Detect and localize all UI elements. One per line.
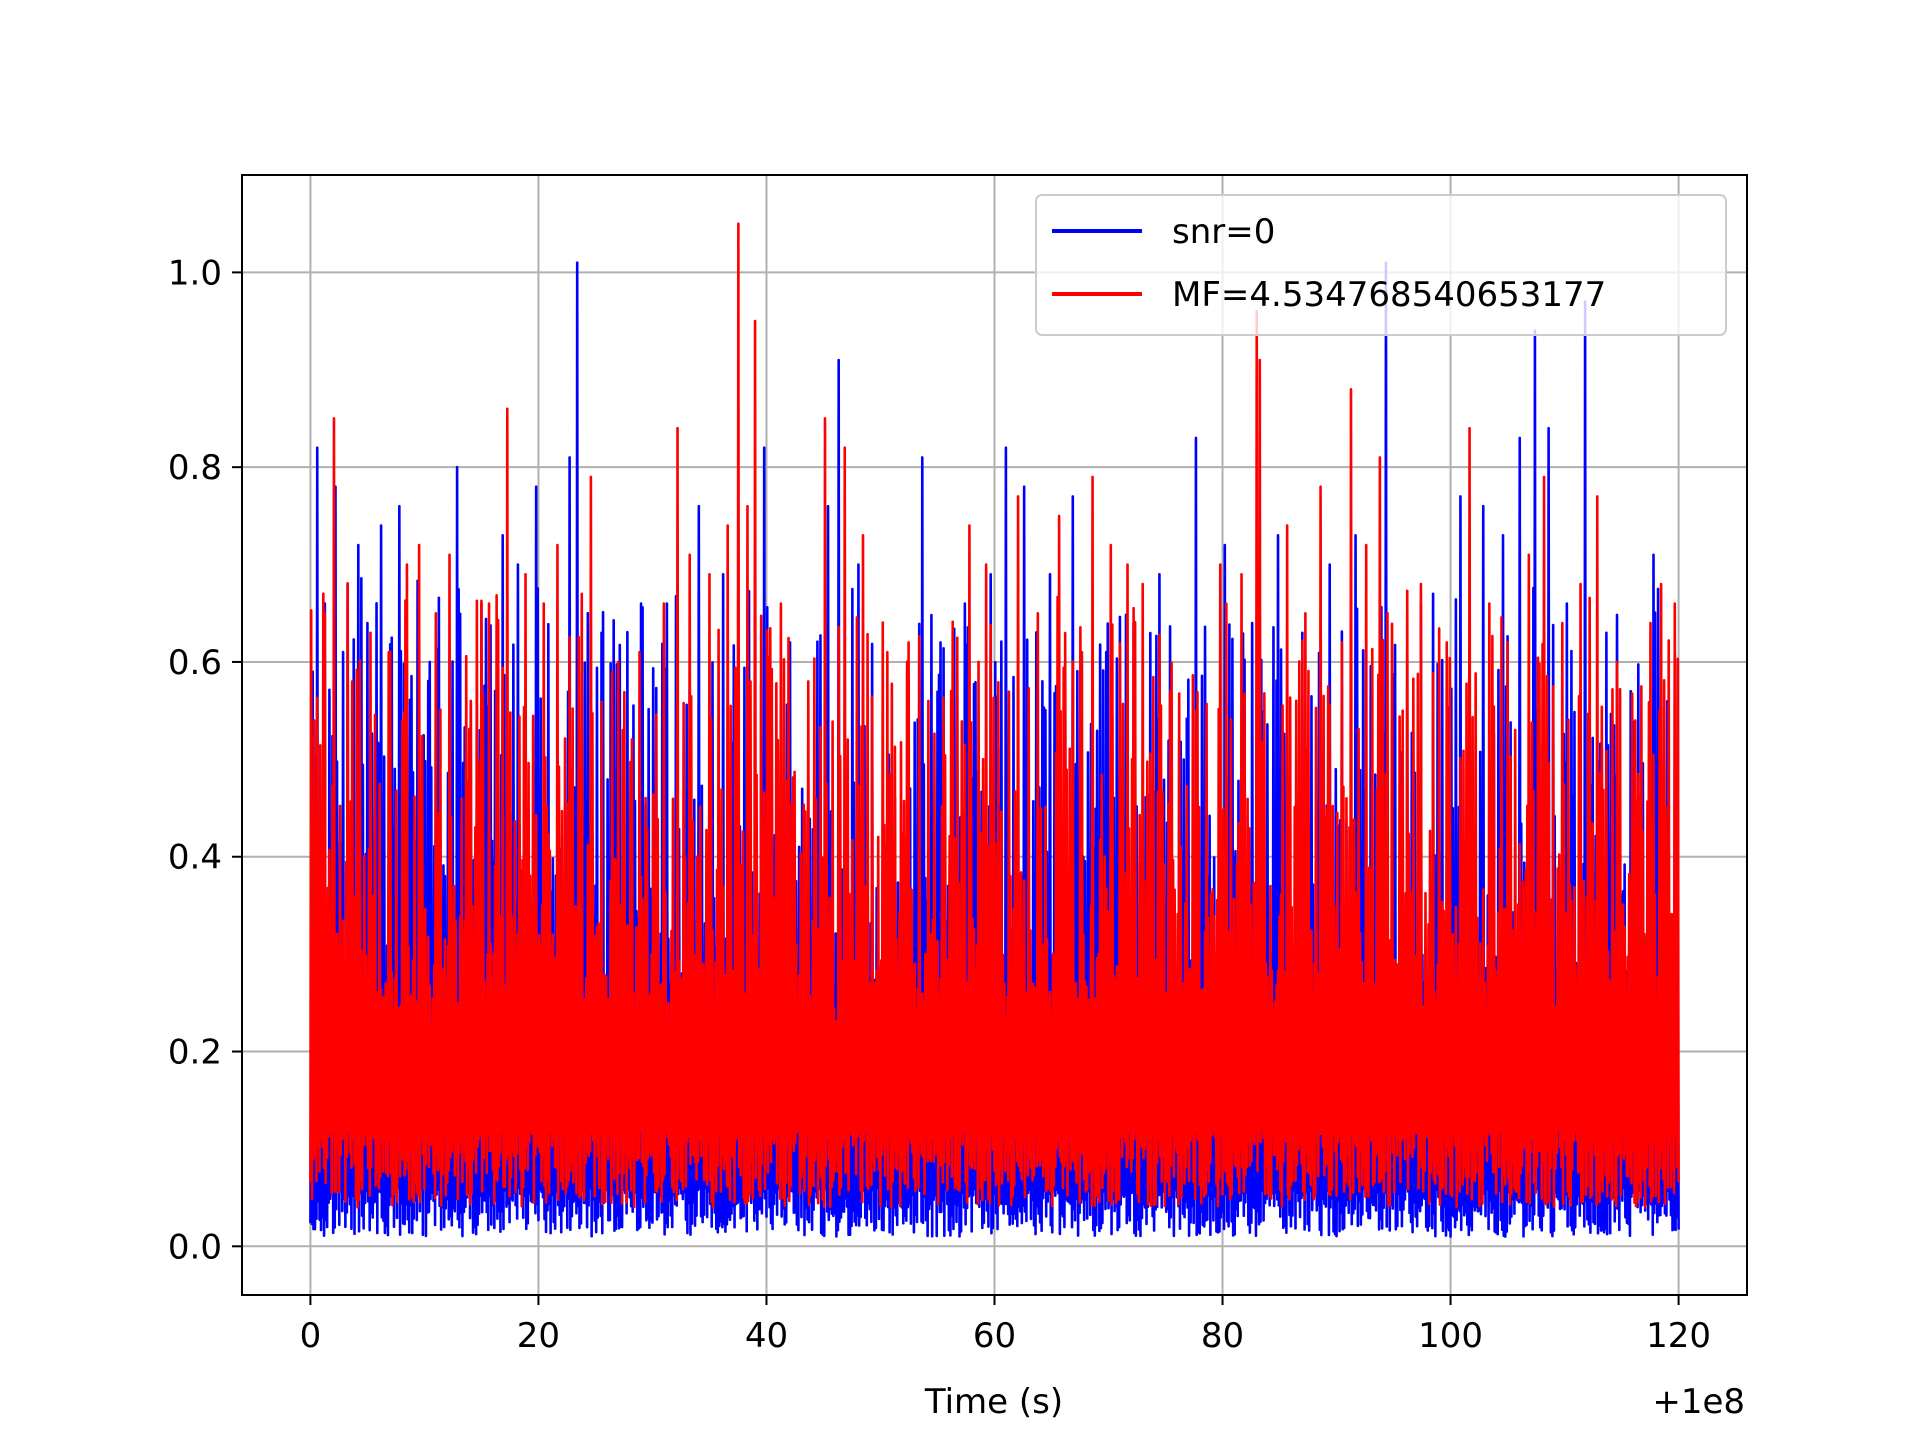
x-tick-label: 20: [517, 1316, 560, 1356]
x-tick-label: 80: [1201, 1316, 1244, 1356]
legend-label-snr: snr=0: [1172, 212, 1275, 252]
x-tick-label: 120: [1646, 1316, 1711, 1356]
y-tick-label: 0.2: [168, 1033, 222, 1073]
y-tick-label: 0.4: [168, 838, 222, 878]
y-axis: 0.0 0.2 0.4 0.6 0.8 1.0: [168, 253, 242, 1267]
x-tick-label: 60: [973, 1316, 1016, 1356]
x-axis: 0 20 40 60 80 100 120: [300, 1295, 1711, 1356]
x-tick-label: 100: [1418, 1316, 1483, 1356]
y-tick-label: 1.0: [168, 253, 222, 293]
x-axis-label: Time (s): [924, 1382, 1063, 1422]
x-tick-label: 0: [300, 1316, 322, 1356]
y-tick-label: 0.8: [168, 448, 222, 488]
series-line-0: [309, 261, 1680, 1238]
legend-label-mf: MF=4.534768540653177: [1172, 275, 1606, 315]
y-tick-label: 0.0: [168, 1227, 222, 1267]
series-layer: [309, 222, 1680, 1238]
x-offset-label: +1e8: [1652, 1382, 1745, 1422]
x-tick-label: 40: [745, 1316, 788, 1356]
legend-box: [1035, 194, 1727, 336]
series-line-1: [309, 222, 1680, 1209]
legend: snr=0 MF=4.534768540653177: [1035, 194, 1727, 336]
y-tick-label: 0.6: [168, 643, 222, 683]
